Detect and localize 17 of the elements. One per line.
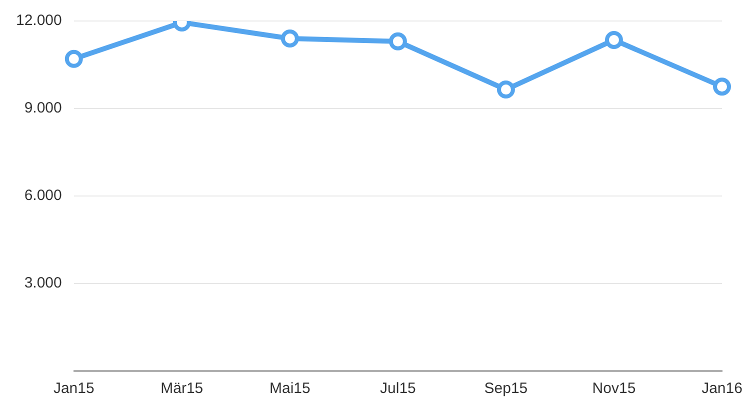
x-tick-label: Jul15 [380, 380, 416, 398]
point [713, 78, 731, 96]
y-tick-label: 6.000 [24, 187, 62, 204]
x-tick-label: Jan15 [53, 380, 94, 398]
point [604, 30, 623, 49]
x-tick-label: Jan16 [702, 380, 742, 398]
y-tick-label: 9.000 [24, 100, 62, 117]
y-tick-label: 12.000 [16, 12, 62, 30]
x-tick-label: Sep15 [484, 380, 528, 398]
point [64, 50, 83, 68]
point [388, 32, 407, 50]
x-tick-label: Nov15 [592, 380, 636, 398]
x-tick-label: Mär15 [160, 380, 204, 398]
point [280, 30, 299, 48]
x-tick-label: Mai15 [269, 380, 310, 398]
y-tick-label: 3.000 [24, 274, 62, 292]
point [496, 80, 515, 99]
